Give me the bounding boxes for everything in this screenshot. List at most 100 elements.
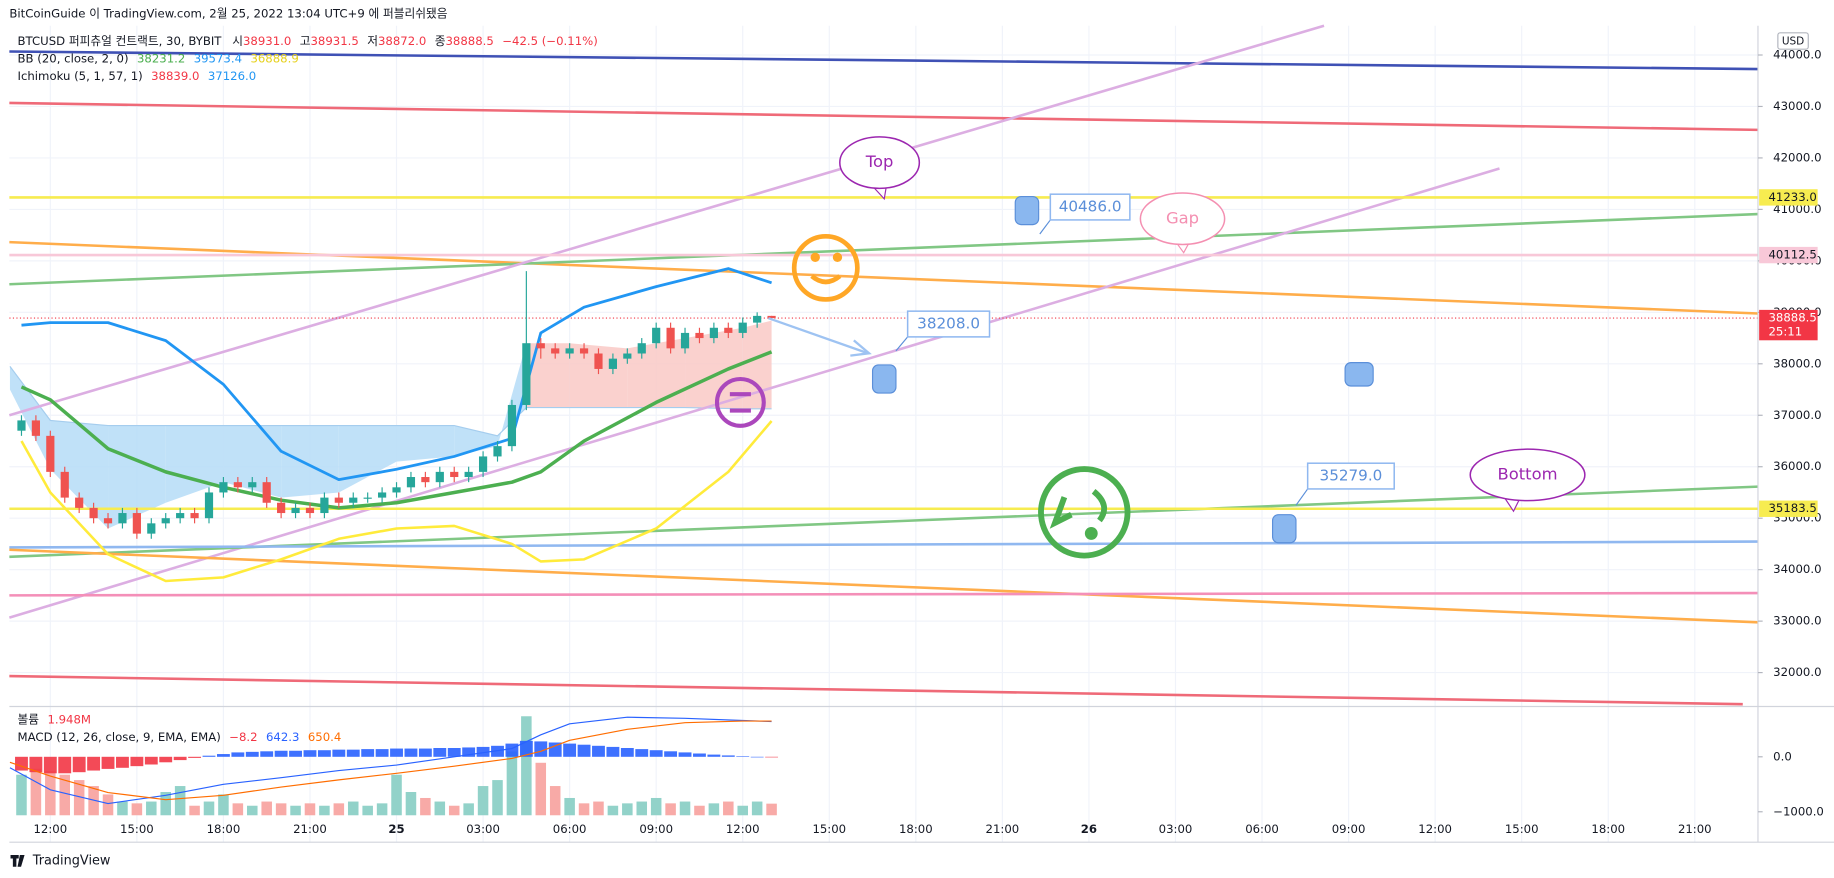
x-tick-label: 12:00 bbox=[1418, 822, 1452, 836]
y-tick-label: 36000.0 bbox=[1773, 459, 1821, 473]
candle-body bbox=[652, 327, 661, 344]
candle-body bbox=[320, 497, 329, 514]
legend-ichimoku: Ichimoku (5, 1, 57, 1) 38839.0 37126.0 bbox=[18, 69, 257, 83]
candle-body bbox=[680, 332, 690, 349]
candle-body bbox=[305, 507, 315, 514]
macd-hist-bar bbox=[58, 756, 72, 774]
volume-bar bbox=[247, 805, 258, 816]
candle-body bbox=[31, 420, 40, 436]
macd-hist-bar bbox=[15, 756, 28, 771]
bb-lower bbox=[20, 420, 773, 583]
volume-bar bbox=[434, 801, 446, 816]
y-tick-label: 38000.0 bbox=[1773, 356, 1821, 370]
candle-body bbox=[753, 315, 762, 323]
volume-bar bbox=[463, 803, 474, 816]
emoji-face bbox=[1038, 466, 1131, 559]
hand-icon bbox=[1014, 195, 1040, 226]
price-tag bbox=[1759, 189, 1818, 206]
hand-icon bbox=[1271, 514, 1297, 544]
x-tick-label: 15:00 bbox=[812, 822, 846, 836]
macd-hist-bar bbox=[707, 754, 721, 757]
trend-line bbox=[8, 167, 1500, 619]
candle-body bbox=[551, 348, 560, 354]
candle-body bbox=[695, 332, 704, 339]
emoji-dizzy bbox=[1038, 466, 1131, 559]
macd-hist-bar bbox=[87, 756, 101, 771]
volume-bar bbox=[174, 786, 186, 816]
macd-name: MACD (12, 26, close, 9, EMA, EMA) bbox=[18, 729, 221, 743]
x-tick-label: 06:00 bbox=[553, 822, 587, 836]
macd-hist-bar bbox=[274, 750, 288, 757]
macd-hist-bar bbox=[317, 750, 331, 757]
candle-body bbox=[493, 446, 502, 457]
macd-hist-bar bbox=[72, 756, 86, 773]
volume-bar bbox=[290, 805, 301, 816]
cloud-segment bbox=[9, 366, 51, 470]
x-tick-label: 21:00 bbox=[986, 822, 1020, 836]
volume-bar bbox=[45, 771, 56, 816]
volume-bar bbox=[362, 805, 373, 816]
macd-hist-bar bbox=[649, 750, 663, 757]
candle-body bbox=[204, 492, 214, 519]
macd-hist-bar bbox=[592, 745, 605, 757]
bb-lower: 36888.9 bbox=[250, 51, 298, 65]
currency: USD bbox=[1782, 36, 1804, 48]
macd-hist-bar bbox=[260, 751, 274, 757]
candle-body bbox=[89, 507, 98, 519]
axes: 44000.043000.042000.041000.040000.039000… bbox=[33, 47, 1823, 835]
arrow-head bbox=[850, 339, 872, 357]
macd-line: 642.3 bbox=[266, 729, 299, 743]
callout-gap: Gap bbox=[1139, 192, 1226, 254]
candle-body bbox=[363, 497, 372, 499]
price-notes: 40486.0 38208.0 35279.0 bbox=[895, 193, 1395, 506]
callout-bubble bbox=[1469, 448, 1586, 502]
volume-bar bbox=[506, 751, 518, 816]
macd-hist-bar bbox=[43, 756, 57, 774]
macd-hist-bar bbox=[404, 748, 418, 757]
candle-body bbox=[536, 343, 545, 349]
volume-bar bbox=[708, 803, 720, 816]
note-pointer bbox=[1039, 219, 1051, 235]
macd-hist-bar bbox=[116, 756, 129, 768]
candle-body bbox=[60, 471, 69, 498]
emoji-eye bbox=[1084, 526, 1098, 540]
volume-bar bbox=[275, 803, 287, 816]
volume-bar bbox=[492, 780, 503, 816]
callout-text: Gap bbox=[1166, 208, 1199, 227]
macd-hist-bar bbox=[693, 753, 706, 757]
macd-hist-bar bbox=[577, 744, 591, 757]
candle-body bbox=[103, 518, 113, 524]
high-label: 고 bbox=[300, 33, 311, 47]
macd-hist-bar bbox=[635, 749, 649, 757]
low-label: 저 bbox=[367, 33, 378, 47]
brand-text: TradingView bbox=[32, 853, 111, 868]
volume-bar bbox=[30, 768, 42, 816]
volume-bar bbox=[723, 801, 734, 816]
candle-body bbox=[334, 497, 343, 503]
candle-body bbox=[190, 513, 199, 519]
volume-bar bbox=[391, 774, 402, 816]
brand: TradingView bbox=[10, 853, 111, 868]
x-tick-label: 09:00 bbox=[1332, 822, 1366, 836]
candle-body bbox=[608, 358, 617, 369]
ichimoku-b: 37126.0 bbox=[208, 69, 256, 83]
candle-body bbox=[594, 353, 603, 369]
price-tag-label: 40112.5 bbox=[1769, 248, 1817, 262]
candle-body bbox=[392, 487, 401, 493]
macd-hist-bar bbox=[173, 756, 187, 761]
candle-body bbox=[421, 477, 430, 483]
emoji-mouth bbox=[1049, 496, 1073, 529]
macd-hist-bar bbox=[505, 743, 519, 757]
callout-text: Bottom bbox=[1498, 464, 1558, 483]
macd-hist-bar bbox=[678, 752, 692, 757]
note-text: 35279.0 bbox=[1320, 467, 1383, 485]
trend-line bbox=[9, 591, 1758, 597]
macd-hist-bar bbox=[534, 741, 548, 757]
cloud-edge bbox=[9, 366, 772, 437]
x-tick-label: 26 bbox=[1081, 822, 1097, 836]
volume-bar bbox=[622, 803, 633, 816]
cloud-segment bbox=[526, 343, 570, 408]
bb-basis: 38231.2 bbox=[137, 51, 185, 65]
cloud-segment bbox=[497, 343, 527, 447]
volume-bar bbox=[535, 762, 547, 816]
